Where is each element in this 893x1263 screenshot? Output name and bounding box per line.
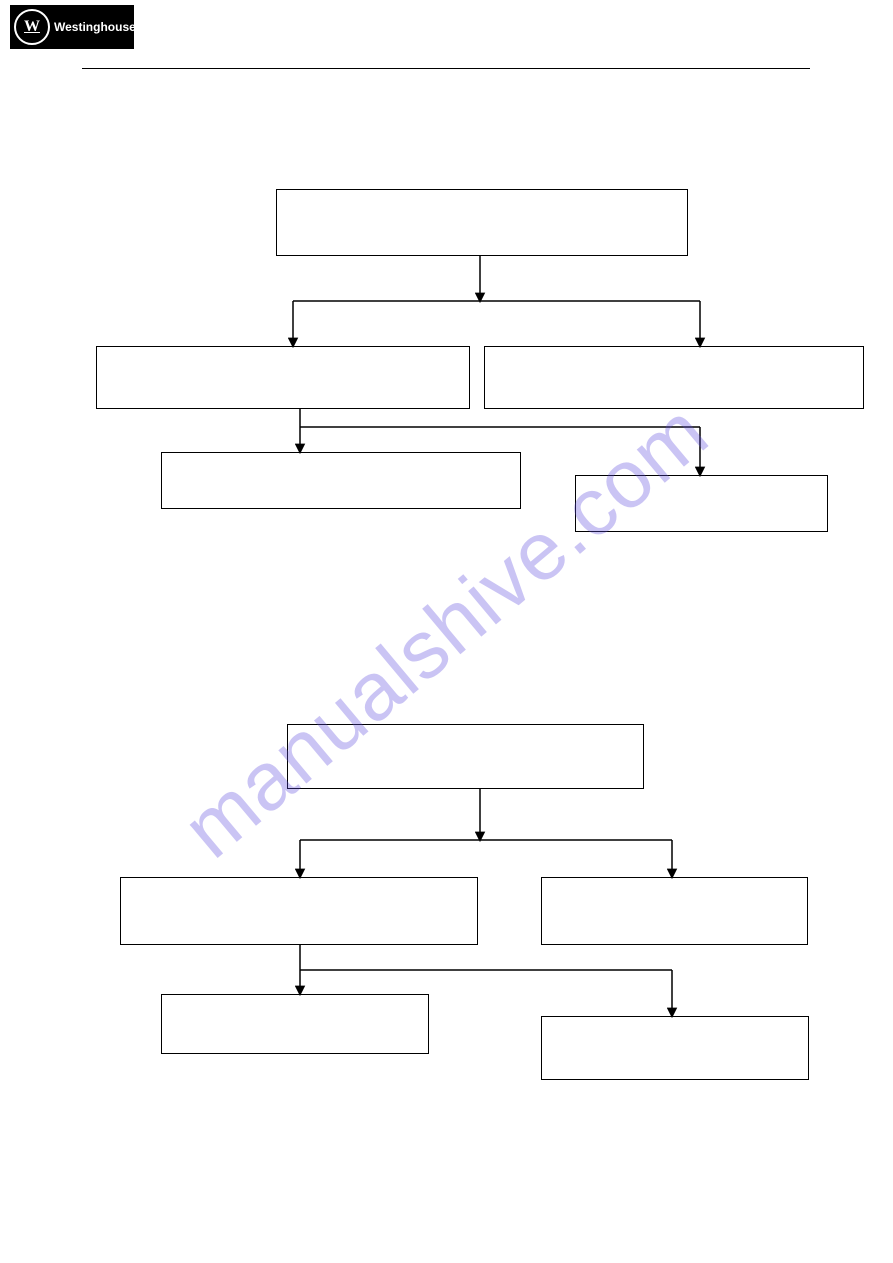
flowchart-b-node-2 [120, 877, 478, 945]
flowchart-b-node-3 [541, 877, 808, 945]
flowchart-b-node-4 [161, 994, 429, 1054]
brand-logo: W Westinghouse [10, 5, 134, 49]
brand-name: Westinghouse [54, 20, 136, 34]
page: W Westinghouse [0, 0, 893, 1263]
flowchart-a-node-3 [484, 346, 864, 409]
brand-logo-letter: W [24, 18, 40, 36]
flowchart-a-node-1 [276, 189, 688, 256]
flowchart-b-node-5 [541, 1016, 809, 1080]
header-divider [82, 68, 810, 69]
flowchart-a-node-5 [575, 475, 828, 532]
flowchart-b-node-1 [287, 724, 644, 789]
flowchart-a-node-2 [96, 346, 470, 409]
flowchart-a-node-4 [161, 452, 521, 509]
brand-logo-circle: W [14, 9, 50, 45]
